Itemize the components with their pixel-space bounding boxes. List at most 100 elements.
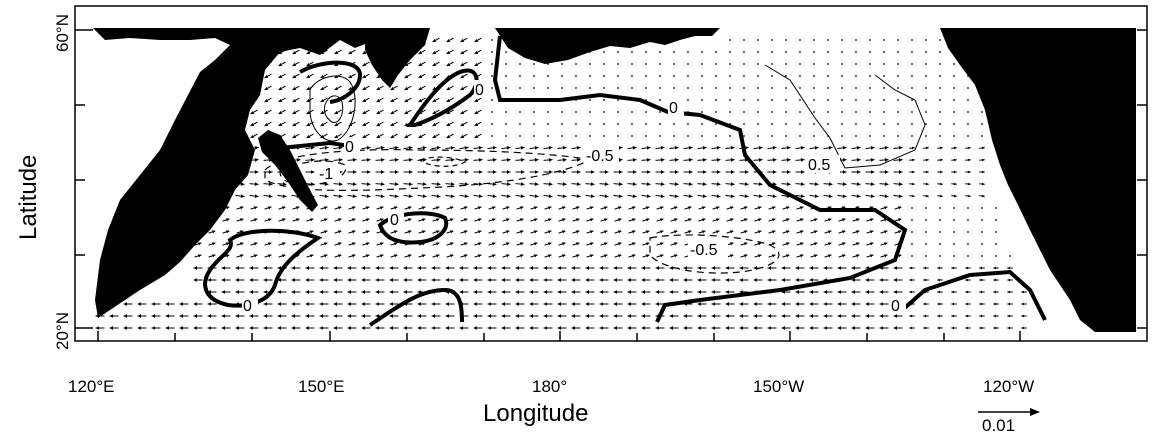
vector-arrowhead [786, 218, 790, 222]
vector-dot [953, 87, 955, 89]
vector-dot [981, 231, 983, 233]
vector-arrowhead [278, 74, 283, 78]
vector-arrowhead [296, 242, 300, 246]
vector-dot [617, 51, 619, 53]
vector-dot [659, 123, 661, 125]
vector-dot [785, 123, 787, 125]
vector-arrowhead [814, 218, 818, 222]
vector-arrowhead [576, 230, 580, 234]
vector-arrowhead [641, 278, 646, 282]
vector-dot [967, 63, 969, 65]
vector-dot [883, 99, 885, 101]
vector-arrowhead [450, 254, 454, 258]
vector-arrowhead [362, 134, 367, 138]
vector-dot [715, 87, 717, 89]
vector-dot [715, 63, 717, 65]
vector-arrowhead [702, 158, 707, 162]
vector-dot [533, 123, 535, 125]
vector-arrowhead [221, 314, 226, 318]
vector-arrowhead [431, 326, 436, 330]
vector-dot [561, 111, 563, 113]
vector-arrowhead [473, 278, 478, 282]
vector-arrowhead [828, 194, 833, 199]
vector-arrowhead [320, 110, 325, 114]
vector-arrowhead [404, 110, 409, 114]
vector-arrowhead [557, 290, 562, 294]
y-axis-title: Latitude [15, 155, 42, 240]
vector-dot [995, 207, 997, 209]
vector-dot [953, 243, 955, 245]
vector-arrowhead [576, 218, 580, 222]
vector-arrowhead [278, 134, 283, 138]
vector-arrowhead [376, 110, 381, 114]
vector-arrowhead [809, 326, 814, 330]
vector-arrowhead [884, 230, 888, 234]
zero-contour-northwest [298, 60, 363, 104]
vector-arrowhead [1007, 266, 1010, 270]
vector-arrowhead [618, 206, 622, 210]
vector-arrowhead [879, 278, 884, 282]
vector-arrowhead [376, 98, 381, 102]
vector-arrowhead [277, 278, 282, 282]
vector-arrowhead [730, 182, 735, 186]
vector-arrowhead [879, 326, 884, 330]
vector-dot [645, 51, 647, 53]
vector-dot [953, 231, 955, 233]
vector-arrowhead [632, 218, 636, 222]
vector-arrowhead [184, 206, 188, 210]
vector-arrowhead [842, 170, 847, 174]
vector-arrowhead [137, 302, 142, 306]
vector-dot [491, 75, 493, 77]
vector-arrowhead [940, 170, 943, 174]
vector-arrowhead [422, 218, 426, 222]
vector-arrowhead [571, 266, 576, 270]
vector-dot [981, 135, 983, 137]
vector-dot [911, 123, 913, 125]
contour-label: 0 [243, 298, 252, 315]
vector-arrowhead [212, 254, 216, 258]
vector-arrowhead [534, 218, 538, 222]
vector-arrowhead [543, 290, 548, 294]
vector-arrowhead [655, 278, 660, 282]
vector-arrowhead [375, 302, 380, 306]
vector-arrowhead [951, 290, 954, 294]
vector-arrowhead [786, 254, 790, 258]
vector-arrowhead [951, 326, 954, 330]
vector-arrowhead [263, 302, 268, 306]
vector-arrowhead [282, 170, 287, 174]
vector-dot [981, 51, 983, 53]
vector-dot [743, 111, 745, 113]
vector-dot [981, 111, 983, 113]
vector-arrowhead [655, 326, 660, 330]
vector-dot [911, 99, 913, 101]
vector-arrowhead [576, 254, 580, 258]
vector-dot [757, 51, 759, 53]
vector-arrowhead [923, 326, 926, 330]
vector-arrowhead [366, 254, 370, 258]
vector-dot [827, 87, 829, 89]
vector-dot [827, 51, 829, 53]
vector-arrowhead [361, 326, 366, 330]
vector-arrowhead [627, 314, 632, 318]
vector-dot [645, 123, 647, 125]
vector-arrowhead [828, 145, 833, 150]
vector-dot [869, 123, 871, 125]
vector-dot [715, 99, 717, 101]
vector-arrowhead [585, 278, 590, 282]
vector-dot [687, 99, 689, 101]
vector-dot [519, 87, 521, 89]
vector-arrowhead [786, 242, 790, 246]
vector-dot [799, 87, 801, 89]
vector-arrowhead [418, 98, 423, 102]
vector-dot [743, 75, 745, 77]
vector-dot [687, 87, 689, 89]
vector-arrowhead [716, 158, 721, 162]
vector-arrowhead [310, 254, 314, 258]
vector-arrowhead [250, 74, 255, 78]
vector-arrowhead [744, 182, 749, 186]
vector-arrowhead [352, 242, 356, 246]
vector-arrowhead [725, 302, 730, 306]
y-tick-label: 60°N [53, 14, 72, 52]
vector-arrowhead [473, 266, 478, 270]
vector-arrowhead [739, 266, 744, 270]
